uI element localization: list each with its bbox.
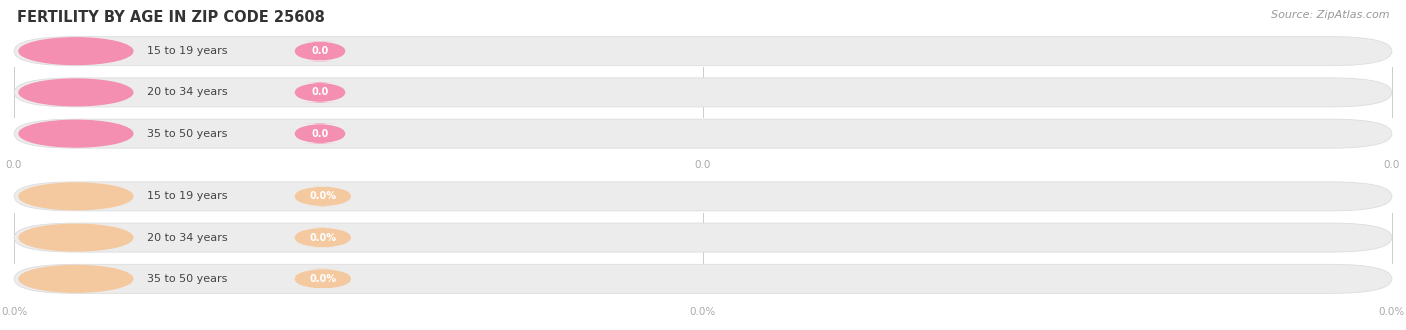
- Text: 15 to 19 years: 15 to 19 years: [148, 191, 228, 201]
- FancyBboxPatch shape: [295, 269, 352, 289]
- Text: 0.0: 0.0: [6, 160, 22, 170]
- Text: 35 to 50 years: 35 to 50 years: [148, 129, 228, 139]
- FancyBboxPatch shape: [295, 186, 352, 207]
- Circle shape: [20, 224, 132, 251]
- Text: 0.0%: 0.0%: [690, 307, 716, 317]
- Text: 20 to 34 years: 20 to 34 years: [148, 87, 228, 97]
- FancyBboxPatch shape: [295, 227, 352, 248]
- FancyBboxPatch shape: [14, 78, 1392, 107]
- Text: 0.0%: 0.0%: [1379, 307, 1405, 317]
- FancyBboxPatch shape: [295, 82, 346, 103]
- Text: 35 to 50 years: 35 to 50 years: [148, 274, 228, 284]
- FancyBboxPatch shape: [14, 223, 1392, 252]
- Text: Source: ZipAtlas.com: Source: ZipAtlas.com: [1271, 10, 1389, 20]
- Circle shape: [20, 38, 132, 64]
- Text: 0.0: 0.0: [311, 87, 329, 97]
- FancyBboxPatch shape: [14, 264, 1392, 293]
- Circle shape: [20, 79, 132, 106]
- Text: 0.0%: 0.0%: [309, 191, 336, 201]
- Text: 0.0%: 0.0%: [309, 274, 336, 284]
- Text: 0.0: 0.0: [311, 129, 329, 139]
- Text: 0.0%: 0.0%: [1, 307, 27, 317]
- Circle shape: [20, 183, 132, 210]
- Text: 20 to 34 years: 20 to 34 years: [148, 233, 228, 243]
- FancyBboxPatch shape: [295, 123, 346, 144]
- FancyBboxPatch shape: [295, 41, 346, 61]
- Text: 0.0: 0.0: [311, 46, 329, 56]
- Text: FERTILITY BY AGE IN ZIP CODE 25608: FERTILITY BY AGE IN ZIP CODE 25608: [17, 10, 325, 25]
- FancyBboxPatch shape: [14, 37, 1392, 66]
- FancyBboxPatch shape: [14, 119, 1392, 148]
- Circle shape: [20, 120, 132, 147]
- Text: 0.0: 0.0: [695, 160, 711, 170]
- FancyBboxPatch shape: [14, 182, 1392, 211]
- Circle shape: [20, 266, 132, 292]
- Text: 15 to 19 years: 15 to 19 years: [148, 46, 228, 56]
- Text: 0.0%: 0.0%: [309, 233, 336, 243]
- Text: 0.0: 0.0: [1384, 160, 1400, 170]
